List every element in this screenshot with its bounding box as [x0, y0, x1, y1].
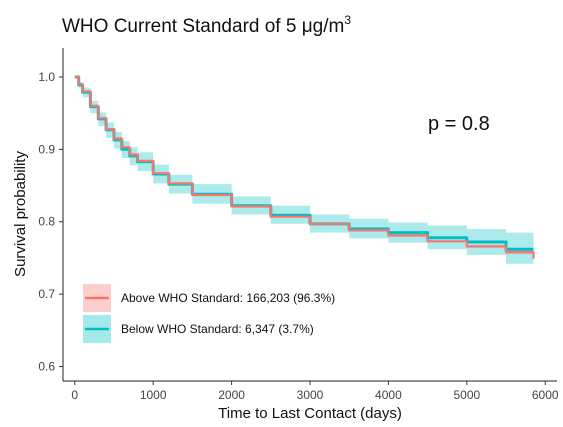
x-tick-label: 0 [71, 388, 78, 402]
x-axis-title: Time to Last Contact (days) [218, 405, 402, 422]
y-tick-label: 0.8 [38, 215, 55, 229]
legend-label-below: Below WHO Standard: 6,347 (3.7%) [121, 322, 314, 336]
x-tick-label: 5000 [453, 388, 480, 402]
x-tick-label: 4000 [375, 388, 402, 402]
confidence-bands [74, 77, 534, 264]
y-tick-label: 0.9 [38, 142, 55, 156]
legend-label-above: Above WHO Standard: 166,203 (96.3%) [121, 291, 335, 305]
x-tick-label: 6000 [532, 388, 559, 402]
legend: Above WHO Standard: 166,203 (96.3%) Belo… [83, 284, 335, 343]
x-axis-ticks: 0 1000 2000 3000 4000 5000 6000 [71, 381, 559, 402]
y-tick-label: 1.0 [38, 70, 55, 84]
y-tick-label: 0.6 [38, 360, 55, 374]
chart-title: WHO Current Standard of 5 μg/m3 [62, 13, 351, 37]
survival-line-series-0 [74, 75, 535, 259]
ci-band-series-1 [74, 77, 534, 264]
x-tick-label: 1000 [140, 388, 167, 402]
survival-curves [74, 75, 535, 259]
x-tick-label: 2000 [218, 388, 245, 402]
y-tick-label: 0.7 [38, 287, 55, 301]
p-value-annotation: p = 0.8 [428, 113, 490, 135]
y-axis-ticks: 0.6 0.7 0.8 0.9 1.0 [38, 70, 63, 374]
plot-panel [74, 75, 535, 264]
chart-title-superscript: 3 [344, 13, 351, 27]
x-tick-label: 3000 [297, 388, 324, 402]
y-axis-title: Survival probability [12, 151, 29, 277]
chart-title-main: WHO Current Standard of 5 μg/m [62, 16, 344, 37]
